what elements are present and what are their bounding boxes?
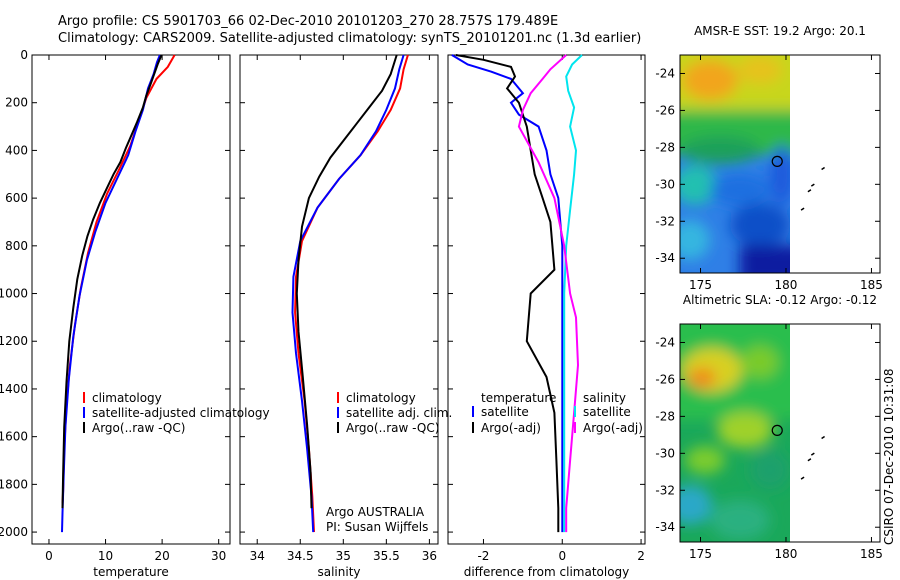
sst_map-island <box>800 207 805 211</box>
depth-tick-label: 600 <box>5 191 28 205</box>
argo-label-1: Argo AUSTRALIA <box>326 505 425 519</box>
temperature-series-satellite-adjusted-climatology <box>61 54 161 533</box>
sla_map-xtick-label: 180 <box>775 547 798 561</box>
temperature-xtick-label: 20 <box>154 549 169 563</box>
temperature-xlabel: temperature <box>93 565 168 579</box>
sst_map-xtick-label: 185 <box>860 278 883 292</box>
depth-tick-label: 800 <box>5 239 28 253</box>
sst-heatmap <box>680 55 790 273</box>
depth-tick-label: 1600 <box>0 430 28 444</box>
sst_map-ytick-label: -28 <box>655 140 675 154</box>
salinity-xtick-label: 34 <box>250 549 265 563</box>
salinity-series-satellite-adj--clim- <box>291 54 405 533</box>
sla_map-island <box>821 435 826 440</box>
salinity-xtick-label: 36 <box>422 549 437 563</box>
difference-series-salinity-satellite <box>563 54 583 533</box>
argo-label-2: PI: Susan Wijffels <box>326 520 428 534</box>
difference-legend-label: satellite <box>481 405 529 419</box>
sst_map-xtick-label: 180 <box>775 278 798 292</box>
salinity-xlabel: salinity <box>317 565 360 579</box>
temperature-series-climatology <box>61 54 176 504</box>
difference-xtick-label: 0 <box>558 549 566 563</box>
sla_map-ytick-label: -24 <box>655 335 675 349</box>
sst_map-title: AMSR-E SST: 19.2 Argo: 20.1 <box>694 24 866 38</box>
sla_map-ytick-label: -34 <box>655 520 675 534</box>
difference-legend-header-temperature: temperature <box>481 391 556 405</box>
salinity-legend-label: Argo(..raw -QC) <box>346 421 439 435</box>
salinity-series-argo---raw--qc- <box>295 54 398 509</box>
depth-tick-label: 1000 <box>0 287 28 301</box>
temperature-series-argo---raw--qc- <box>61 54 163 509</box>
difference-legend-label: satellite <box>583 405 631 419</box>
depth-tick-label: 400 <box>5 143 28 157</box>
sla-heatmap <box>680 324 790 542</box>
figure-title-line1: Argo profile: CS 5901703_66 02-Dec-2010 … <box>58 14 558 29</box>
depth-tick-label: 1800 <box>0 477 28 491</box>
depth-tick-label: 1400 <box>0 382 28 396</box>
temperature-legend-label: satellite-adjusted climatology <box>92 406 270 420</box>
sst_map-xtick-label: 175 <box>689 278 712 292</box>
sst_map-argo-marker <box>771 155 783 167</box>
salinity-xtick-label: 35.5 <box>373 549 400 563</box>
salinity-legend-label: satellite adj. clim. <box>346 406 452 420</box>
temperature-xtick-label: 30 <box>211 549 226 563</box>
difference-legend-label: Argo(-adj) <box>583 421 643 435</box>
temperature-panel-frame <box>31 54 231 545</box>
salinity-panel-frame <box>239 54 439 545</box>
salinity-xtick-label: 34.5 <box>287 549 314 563</box>
sla_map-island <box>807 458 812 462</box>
difference-xtick-label: 2 <box>637 549 645 563</box>
sla_map-island <box>810 452 815 456</box>
sst_map-ytick-label: -34 <box>655 251 675 265</box>
temperature-xtick-label: 0 <box>45 549 53 563</box>
side-label: CSIRO 07-Dec-2010 10:31:08 <box>882 368 896 545</box>
difference-series-temperature-satellite <box>451 54 564 533</box>
sla_map-xtick-label: 185 <box>860 547 883 561</box>
sla_map-argo-marker <box>771 424 783 436</box>
sla_map-ytick-label: -32 <box>655 483 675 497</box>
sst_map-ytick-label: -32 <box>655 214 675 228</box>
sla_map-island <box>800 476 805 480</box>
depth-tick-label: 0 <box>20 48 28 62</box>
difference-xlabel: difference from climatology <box>464 565 630 579</box>
difference-series-temperature-argo--adj- <box>455 54 560 533</box>
sla_map-ytick-label: -26 <box>655 372 675 386</box>
sst_map-island <box>821 166 826 171</box>
sla_map-ytick-label: -28 <box>655 409 675 423</box>
depth-tick-label: 2000 <box>0 525 28 539</box>
difference-series-salinity-argo--adj- <box>517 54 580 533</box>
sla_map-xtick-label: 175 <box>689 547 712 561</box>
temperature-xtick-label: 10 <box>98 549 113 563</box>
difference-panel-frame <box>447 54 646 545</box>
salinity-xtick-label: 35 <box>336 549 351 563</box>
difference-xtick-label: -2 <box>477 549 489 563</box>
temperature-legend-label: Argo(..raw -QC) <box>92 421 185 435</box>
difference-legend-label: Argo(-adj) <box>481 421 541 435</box>
sst_map-island <box>810 183 815 187</box>
sst-map-frame <box>679 54 881 274</box>
sla-map-frame <box>679 323 881 543</box>
salinity-series-climatology <box>294 54 409 533</box>
sla_map-ytick-label: -30 <box>655 446 675 460</box>
sla_map-title: Altimetric SLA: -0.12 Argo: -0.12 <box>683 293 877 307</box>
depth-tick-label: 200 <box>5 96 28 110</box>
sst_map-ytick-label: -26 <box>655 103 675 117</box>
figure-title-line2: Climatology: CARS2009. Satellite-adjuste… <box>58 31 641 46</box>
difference-legend-header-salinity: salinity <box>583 391 626 405</box>
salinity-legend-label: climatology <box>346 391 416 405</box>
sst_map-ytick-label: -24 <box>655 66 675 80</box>
sst_map-ytick-label: -30 <box>655 177 675 191</box>
temperature-legend-label: climatology <box>92 391 162 405</box>
sst_map-island <box>807 189 812 193</box>
depth-tick-label: 1200 <box>0 334 28 348</box>
